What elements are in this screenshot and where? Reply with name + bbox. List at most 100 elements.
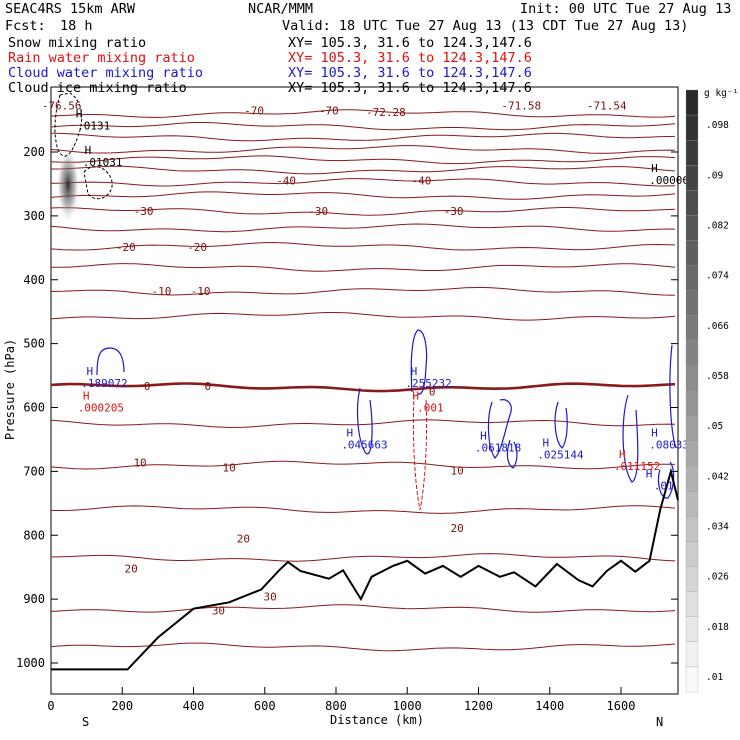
maximum-value-label: .045663 bbox=[341, 438, 387, 451]
maximum-value-label: .08033 bbox=[649, 438, 689, 451]
field-title-snow: Snow mixing ratio bbox=[8, 35, 146, 51]
colorbar-label: .026 bbox=[706, 572, 729, 583]
maximum-value-label: .01 bbox=[654, 479, 674, 492]
colorbar-swatch bbox=[685, 215, 699, 241]
isotherm-line bbox=[51, 165, 676, 175]
x-tick-label: 1000 bbox=[393, 699, 422, 713]
isotherm-label: -20 bbox=[187, 241, 207, 254]
org-title: NCAR/MMM bbox=[248, 1, 313, 17]
left-end-label: S bbox=[82, 715, 89, 729]
isotherm-label: -10 bbox=[191, 285, 211, 298]
isotherm-line bbox=[50, 382, 676, 393]
isotherm-line bbox=[50, 122, 676, 131]
isotherm-line bbox=[50, 460, 676, 470]
isotherm-label: -76.56 bbox=[42, 99, 82, 112]
x-tick-label: 400 bbox=[183, 699, 205, 713]
isotherm-line bbox=[50, 109, 676, 118]
isotherm-label: 0 bbox=[429, 386, 436, 399]
colorbar-swatch bbox=[685, 541, 699, 567]
maximum-marker: H bbox=[411, 365, 418, 378]
colorbar-swatch bbox=[685, 190, 699, 216]
isotherm-line bbox=[51, 263, 676, 272]
cloud-water-contour bbox=[554, 401, 568, 449]
maximum-marker: H bbox=[412, 389, 419, 402]
maximum-marker: H bbox=[76, 108, 83, 121]
colorbar-label: .034 bbox=[706, 522, 729, 533]
maximum-value-label: .189072 bbox=[81, 377, 127, 390]
cloud-water-contour bbox=[356, 387, 373, 455]
colorbar-swatch bbox=[685, 89, 699, 116]
colorbar-swatch bbox=[685, 390, 699, 417]
isotherm-label: 10 bbox=[451, 465, 464, 478]
x-tick-label: 1200 bbox=[464, 699, 493, 713]
colorbar-label: .05 bbox=[706, 421, 723, 432]
maximum-value-label: .000205 bbox=[78, 401, 124, 414]
isotherm-label: 20 bbox=[125, 562, 138, 575]
right-end-label: N bbox=[656, 715, 663, 729]
model-title: SEAC4RS 15km ARW bbox=[5, 1, 136, 17]
isotherm-line bbox=[50, 312, 676, 321]
maximum-marker: H bbox=[85, 144, 92, 157]
cloud-water-contour bbox=[622, 394, 639, 483]
colorbar-swatch bbox=[685, 666, 699, 693]
isotherm-line bbox=[50, 145, 676, 154]
colorbar-swatch bbox=[685, 140, 699, 166]
isotherm-label: -10 bbox=[152, 285, 172, 298]
isotherm-line bbox=[50, 191, 676, 200]
y-tick-label: 300 bbox=[23, 209, 45, 223]
isotherm-line bbox=[50, 642, 676, 652]
maximum-marker: H bbox=[619, 448, 626, 461]
isotherm-label: -30 bbox=[134, 205, 154, 218]
isotherm-label: -71.54 bbox=[587, 99, 627, 112]
plot-frame bbox=[50, 86, 679, 695]
maximum-marker: H bbox=[651, 426, 658, 439]
isotherm-label: -40 bbox=[276, 175, 296, 188]
colorbar-swatch bbox=[685, 365, 699, 392]
isotherm-label: 30 bbox=[263, 591, 276, 604]
maximum-marker: H bbox=[347, 426, 354, 439]
init-time: Init: 00 UTC Tue 27 Aug 13 bbox=[520, 1, 731, 17]
isotherm-line bbox=[50, 505, 676, 514]
isotherm-label: -30 bbox=[444, 205, 464, 218]
colorbar-swatch bbox=[685, 290, 699, 316]
y-tick-label: 700 bbox=[23, 464, 45, 478]
colorbar-swatch bbox=[685, 466, 699, 492]
x-tick-label: 1400 bbox=[535, 699, 564, 713]
colorbar-label: .01 bbox=[706, 672, 723, 683]
colorbar-swatch bbox=[685, 114, 699, 141]
isotherm-label: -72.28 bbox=[366, 106, 406, 119]
maximum-value-label: .025144 bbox=[537, 449, 584, 462]
cloud-water-contour bbox=[506, 439, 518, 469]
maximum-value-label: .0131 bbox=[77, 120, 110, 133]
isotherm-line bbox=[50, 207, 676, 216]
colorbar-label: .058 bbox=[706, 371, 729, 382]
colorbar-swatch bbox=[685, 441, 699, 467]
colorbar: .098 .09 .082 .074 .066 .058 .05 .042 .034 .026 .0… bbox=[685, 89, 729, 693]
isotherm-line bbox=[50, 604, 676, 613]
colorbar-swatch bbox=[685, 616, 699, 642]
y-tick-label: 200 bbox=[23, 145, 45, 159]
colorbar-label: .082 bbox=[706, 221, 729, 232]
isotherm-label: -20 bbox=[116, 241, 136, 254]
colorbar-label: .09 bbox=[706, 170, 723, 181]
maximum-marker: H bbox=[86, 365, 93, 378]
isotherm-line bbox=[50, 287, 676, 296]
isotherm-line bbox=[50, 241, 676, 251]
isotherm-label: 10 bbox=[133, 456, 146, 469]
terrain-line bbox=[51, 467, 679, 671]
colorbar-swatch bbox=[685, 491, 699, 517]
colorbar-label: .066 bbox=[706, 321, 729, 332]
colorbar-label: .074 bbox=[706, 271, 729, 282]
x-tick-label: 0 bbox=[47, 699, 54, 713]
colorbar-swatch bbox=[685, 240, 699, 266]
fcst-value: 18 h bbox=[60, 18, 93, 34]
y-tick-label: 900 bbox=[23, 592, 45, 606]
isotherm-label: -70 bbox=[244, 104, 264, 117]
field-xy-rain: XY= 105.3, 31.6 to 124.3,147.6 bbox=[288, 50, 532, 66]
cloud-water-contour bbox=[669, 344, 677, 449]
maximum-marker: H bbox=[646, 467, 653, 480]
valid-time: Valid: 18 UTC Tue 27 Aug 13 (13 CDT Tue … bbox=[282, 18, 688, 34]
maximum-marker: H bbox=[480, 430, 487, 443]
cloud-water-contour bbox=[487, 399, 512, 459]
